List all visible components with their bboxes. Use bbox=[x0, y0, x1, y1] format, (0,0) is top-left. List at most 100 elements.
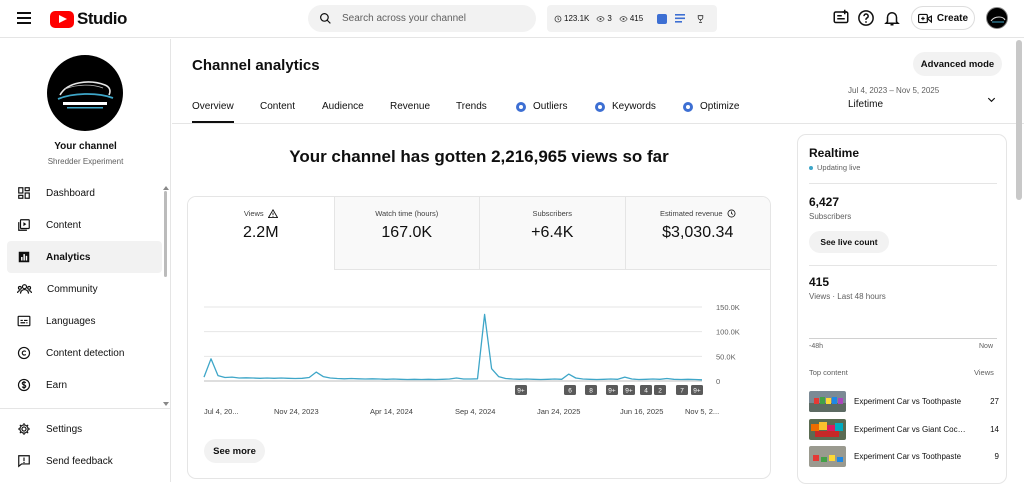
event-marker[interactable]: 2 bbox=[654, 385, 666, 395]
event-marker-label: 9+ bbox=[625, 388, 633, 395]
video-title: Experiment Car vs Toothpaste bbox=[854, 396, 962, 406]
tab-optimize[interactable]: Optimize bbox=[683, 101, 739, 112]
header-stats-pill[interactable]: 123.1K 3 415 bbox=[547, 5, 717, 32]
realtime-bar-chart[interactable] bbox=[809, 317, 997, 339]
divider bbox=[809, 183, 997, 184]
metric-subscribers[interactable]: Subscribers +6.4K bbox=[479, 197, 625, 270]
video-views: 9 bbox=[994, 451, 999, 461]
sidebar-item-content-detection[interactable]: Content detection bbox=[7, 337, 162, 369]
account-avatar[interactable] bbox=[986, 7, 1008, 29]
youtube-logo-icon bbox=[50, 10, 74, 28]
x-tick-label: Sep 4, 2024 bbox=[455, 407, 495, 416]
tab-label: Audience bbox=[322, 101, 364, 112]
metric-views[interactable]: Views 2.2M bbox=[188, 197, 334, 270]
scroll-down-icon[interactable] bbox=[163, 402, 169, 406]
tab-trends[interactable]: Trends bbox=[456, 101, 487, 112]
sidebar-item-settings[interactable]: Settings bbox=[7, 413, 162, 445]
channel-avatar[interactable] bbox=[47, 55, 123, 131]
sidebar-item-label: Settings bbox=[46, 423, 83, 435]
copyright-icon bbox=[17, 346, 31, 360]
event-marker-box bbox=[676, 385, 688, 395]
metric-tabs: Views 2.2M Watch time (hours) 167.0K Sub… bbox=[188, 197, 770, 270]
event-marker[interactable]: 4 bbox=[640, 385, 652, 395]
live-status-text: Updating live bbox=[817, 163, 861, 172]
search-input[interactable] bbox=[342, 13, 512, 24]
search-bar[interactable] bbox=[308, 5, 536, 32]
event-marker[interactable]: 7 bbox=[676, 385, 688, 395]
watch-time-stat: 123.1K bbox=[554, 14, 589, 23]
video-thumbnail bbox=[809, 445, 846, 467]
date-range[interactable]: Jul 4, 2023 – Nov 5, 2025 bbox=[848, 86, 940, 95]
event-marker[interactable]: 9+ bbox=[515, 385, 527, 395]
y-tick-label: 50.0K bbox=[716, 352, 736, 361]
sidebar-item-earn[interactable]: Earn bbox=[7, 369, 162, 401]
see-live-count-button[interactable]: See live count bbox=[809, 231, 889, 253]
gear-icon bbox=[18, 423, 30, 435]
realtime-title: Realtime bbox=[809, 146, 860, 160]
captions-icon[interactable] bbox=[832, 9, 850, 27]
your-channel-label[interactable]: Your channel bbox=[54, 141, 117, 152]
sidebar-scrollbar[interactable] bbox=[164, 191, 167, 277]
bell-icon[interactable] bbox=[883, 9, 901, 27]
sidebar-item-analytics[interactable]: Analytics bbox=[7, 241, 162, 273]
page-scrollbar[interactable] bbox=[1016, 40, 1022, 200]
metric-label: Estimated revenue bbox=[659, 209, 723, 218]
tab-revenue[interactable]: Revenue bbox=[390, 101, 430, 112]
help-icon[interactable] bbox=[857, 9, 875, 27]
metric-value: 2.2M bbox=[242, 224, 279, 241]
event-marker[interactable]: 9+ bbox=[606, 385, 618, 395]
event-marker-label: 2 bbox=[658, 388, 662, 395]
list-icon[interactable] bbox=[675, 14, 686, 23]
sidebar-item-send-feedback[interactable]: Send feedback bbox=[7, 445, 162, 477]
tab-audience[interactable]: Audience bbox=[322, 101, 364, 112]
realtime-views-count: 415 bbox=[809, 275, 830, 289]
event-marker[interactable]: 8 bbox=[585, 385, 597, 395]
top-bar: Studio 123.1K 3 415 Create bbox=[0, 0, 1024, 38]
event-marker-box bbox=[654, 385, 666, 395]
views-line-chart[interactable]: 150.0K 100.0K 50.0K 0 9+ 6 8 9+ 9+ 4 2 7 9+ Jul 4, 20… bbox=[188, 297, 771, 422]
subscriber-label: Subscribers bbox=[809, 212, 852, 221]
eye-icon bbox=[619, 15, 628, 22]
scroll-up-icon[interactable] bbox=[163, 186, 169, 190]
advanced-mode-button[interactable]: Advanced mode bbox=[913, 52, 1002, 76]
date-preset-label[interactable]: Lifetime bbox=[848, 99, 884, 110]
sidebar-item-label: Send feedback bbox=[46, 455, 113, 467]
tab-keywords[interactable]: Keywords bbox=[595, 101, 656, 112]
x-tick-label: Jun 16, 2025 bbox=[620, 407, 663, 416]
studio-logo[interactable]: Studio bbox=[50, 9, 127, 29]
live-viewers-stat: 3 bbox=[596, 14, 612, 23]
sidebar-item-label: Analytics bbox=[46, 251, 91, 263]
tab-label: Overview bbox=[192, 101, 234, 112]
event-marker[interactable]: 9+ bbox=[623, 385, 635, 395]
trophy-icon[interactable] bbox=[696, 14, 705, 24]
clock-icon bbox=[554, 15, 562, 22]
metric-label-revenue: Estimated revenue bbox=[626, 209, 771, 218]
dashboard-icon bbox=[18, 187, 30, 199]
sidebar-item-content[interactable]: Content bbox=[7, 209, 162, 241]
views-value: 415 bbox=[629, 14, 644, 23]
metric-watch-time[interactable]: Watch time (hours) 167.0K bbox=[333, 197, 480, 270]
metric-label: Watch time (hours) bbox=[375, 209, 439, 218]
metric-revenue[interactable]: Estimated revenue $3,030.34 bbox=[624, 197, 771, 270]
tab-content[interactable]: Content bbox=[260, 101, 295, 112]
event-marker[interactable]: 6 bbox=[564, 385, 576, 395]
extension-icon[interactable] bbox=[657, 13, 668, 24]
top-content-row[interactable]: Experiment Car vs Toothpaste 9 bbox=[809, 445, 999, 467]
event-marker-label: 6 bbox=[568, 388, 572, 395]
sidebar-item-languages[interactable]: Languages bbox=[7, 305, 162, 337]
sidebar-item-community[interactable]: Community bbox=[7, 273, 162, 305]
event-marker[interactable]: 9+ bbox=[691, 385, 703, 395]
metric-value: $3,030.34 bbox=[662, 224, 734, 241]
menu-icon[interactable] bbox=[17, 12, 31, 24]
chevron-down-icon[interactable] bbox=[986, 94, 997, 105]
event-marker-label: 9+ bbox=[517, 388, 525, 395]
tabs-divider bbox=[172, 123, 1024, 124]
top-content-row[interactable]: Experiment Car vs Toothpaste 27 bbox=[809, 390, 999, 412]
video-title: Experiment Car vs Giant Coca-Cola bbox=[854, 424, 970, 434]
tab-overview[interactable]: Overview bbox=[192, 101, 234, 112]
see-more-button[interactable]: See more bbox=[204, 439, 265, 463]
sidebar-item-dashboard[interactable]: Dashboard bbox=[7, 177, 162, 209]
tab-outliers[interactable]: Outliers bbox=[516, 101, 567, 112]
top-content-row[interactable]: Experiment Car vs Giant Coca-Cola 14 bbox=[809, 418, 999, 440]
create-button[interactable]: Create bbox=[911, 6, 975, 30]
